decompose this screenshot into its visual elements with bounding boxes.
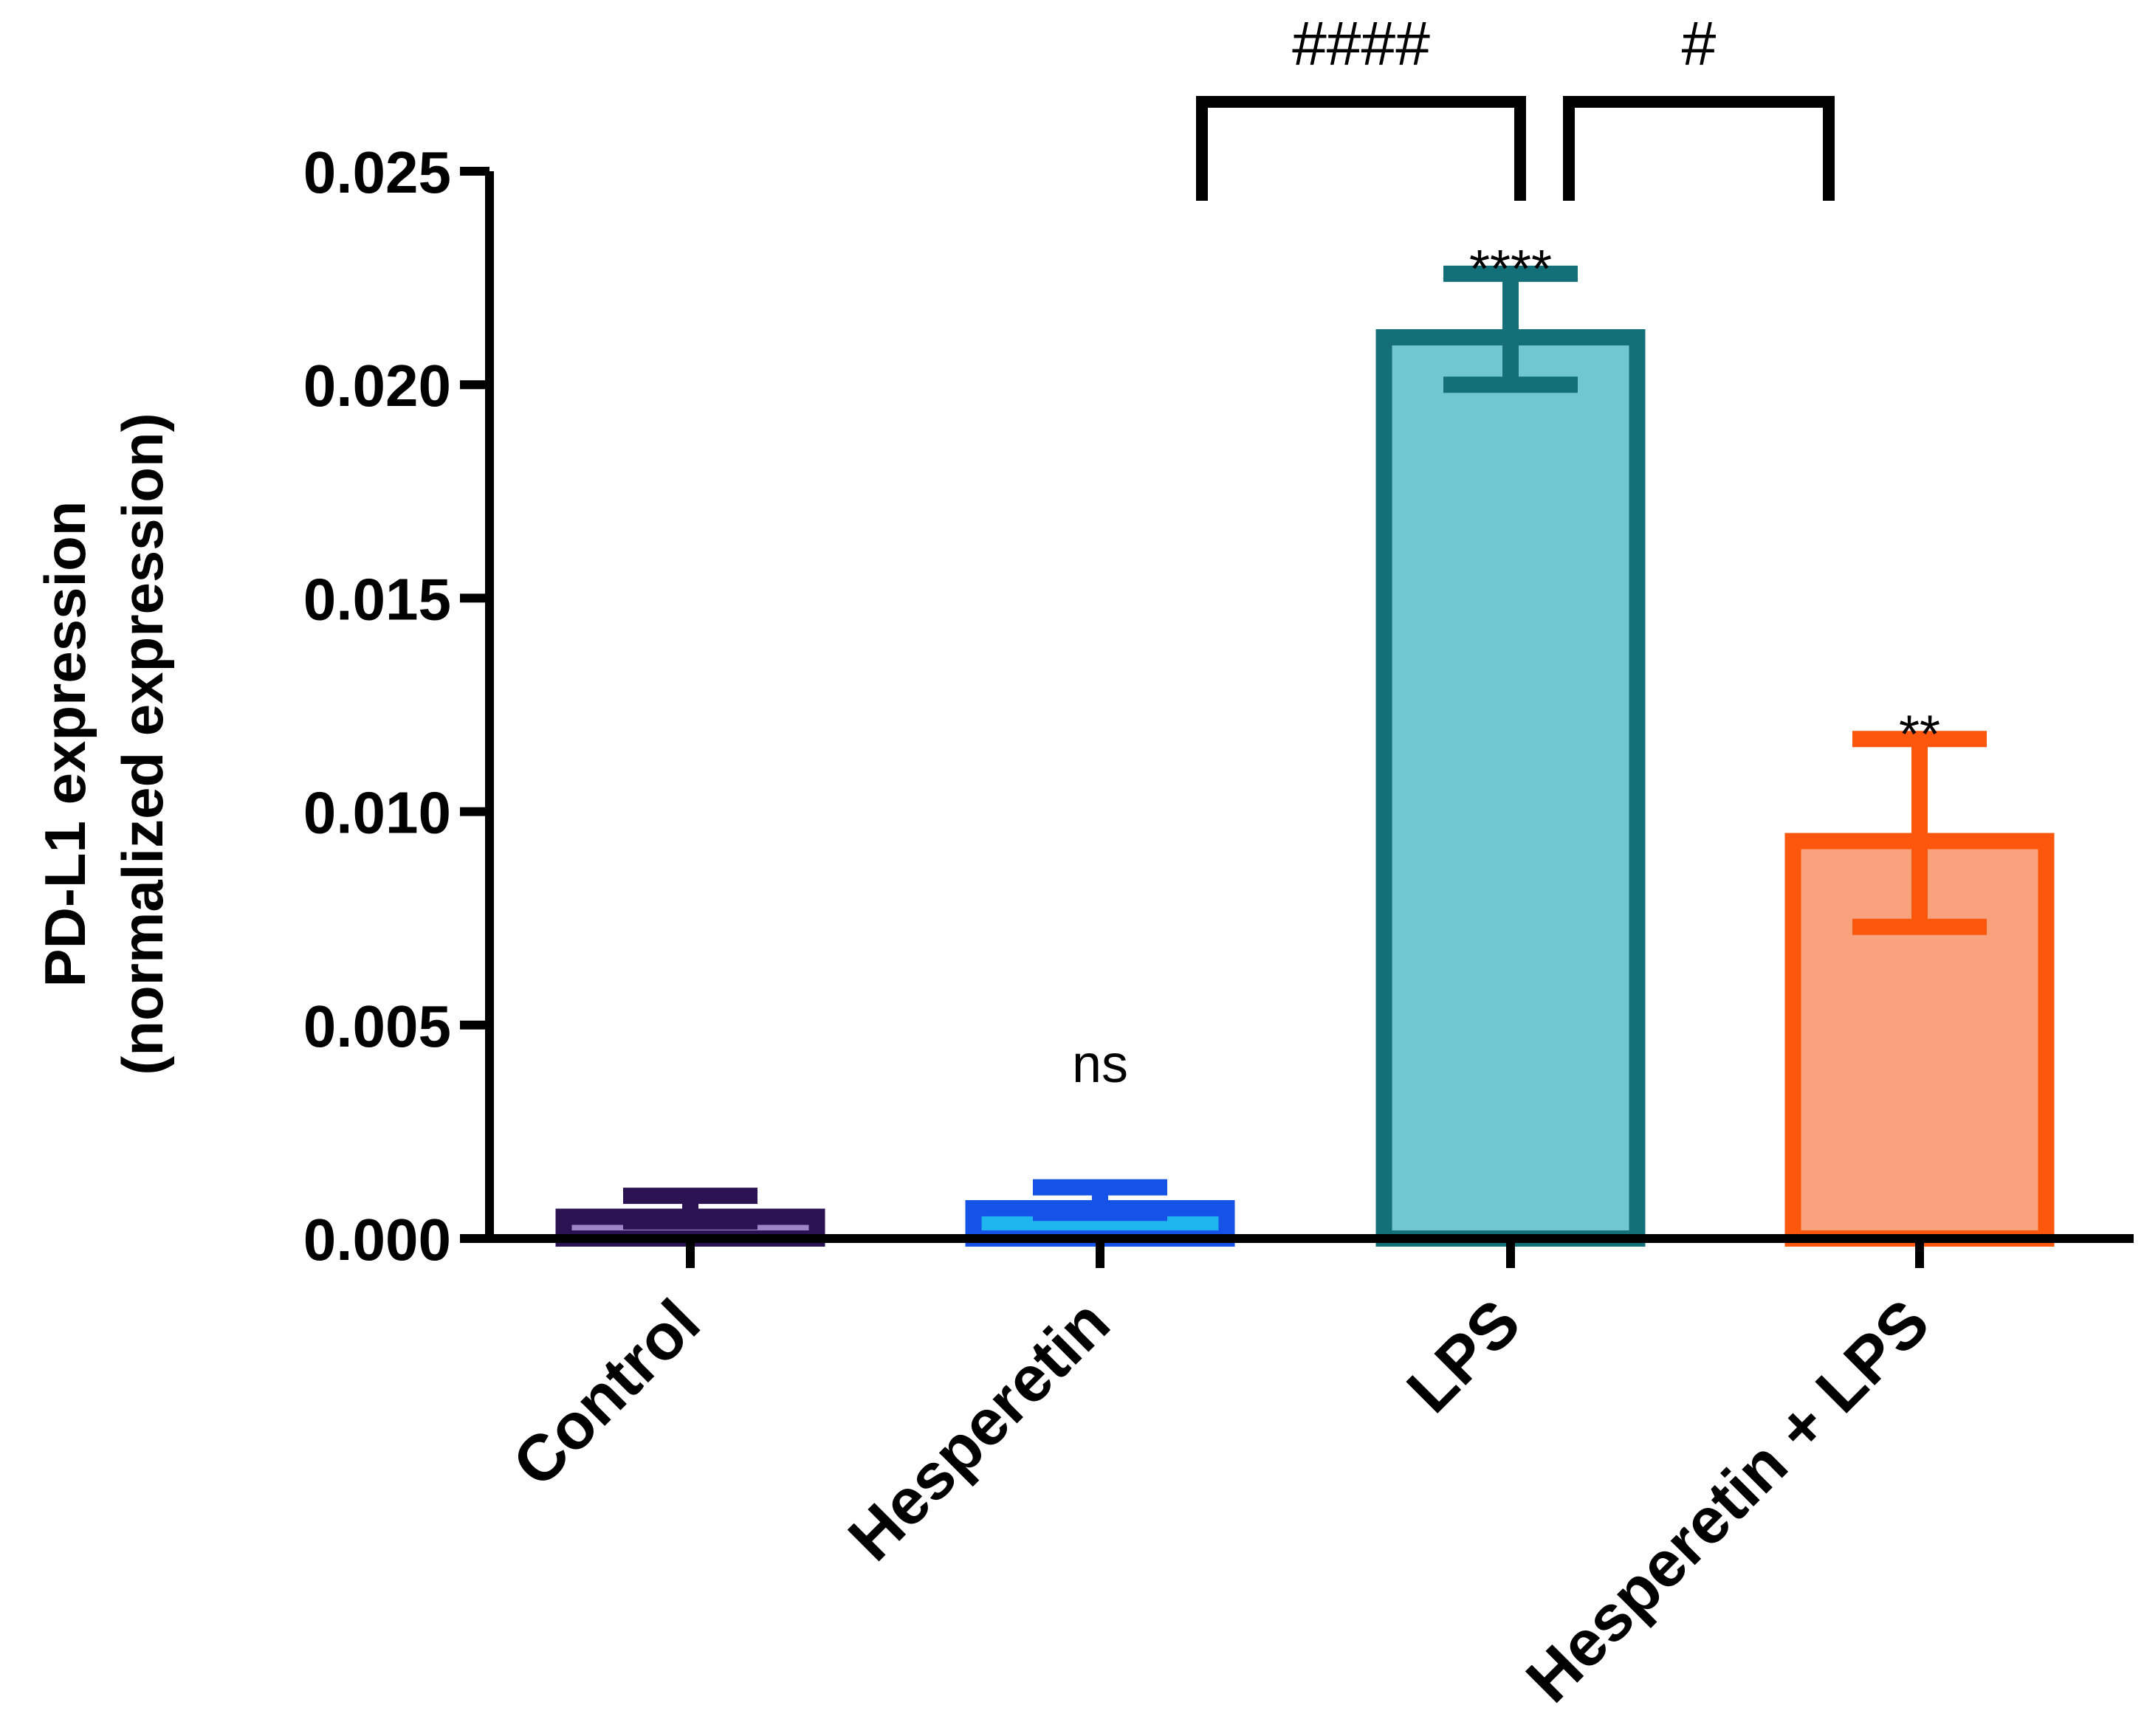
axes (485, 171, 2134, 1243)
significance-label: **** (1469, 240, 1552, 299)
significance-labels: ns****** (1072, 240, 1940, 1094)
y-axis-title: PD-L1 expression (normalized expression) (32, 413, 175, 1075)
significance-label: ns (1072, 1035, 1128, 1094)
significance-label: ** (1899, 705, 1940, 764)
y-tick-label: 0.025 (303, 140, 451, 205)
y-axis-title-line1: PD-L1 expression (32, 501, 97, 988)
y-tick-label: 0.000 (303, 1207, 451, 1272)
comparison-bracket (1563, 96, 1835, 201)
y-tick-label: 0.010 (303, 780, 451, 846)
error-bars (623, 265, 1987, 1230)
bars (555, 329, 2055, 1247)
y-tick-label: 0.005 (303, 993, 451, 1059)
comparison-label: #### (1292, 9, 1430, 78)
category-label: Hesperetin (834, 1285, 1124, 1574)
y-axis-title-line2: (normalized expression) (110, 413, 175, 1075)
category-label: LPS (1392, 1285, 1533, 1426)
bar (1375, 329, 1646, 1247)
comparison-brackets: #### # (1196, 9, 1835, 201)
y-tick-label: 0.015 (303, 566, 451, 632)
category-label: Control (498, 1285, 713, 1500)
y-tick-label: 0.020 (303, 353, 451, 418)
category-label: Hesperetin + LPS (1512, 1285, 1943, 1716)
y-axis-ticks: 0.000 0.005 0.010 0.015 0.020 0.025 (303, 140, 489, 1272)
comparison-label: # (1682, 9, 1717, 78)
comparison-bracket (1196, 96, 1526, 201)
